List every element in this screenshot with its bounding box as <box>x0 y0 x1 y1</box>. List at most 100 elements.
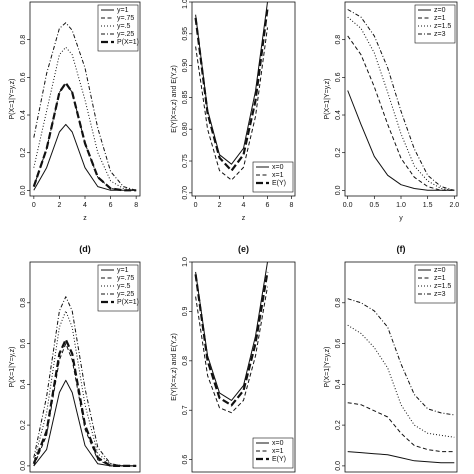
y-axis-label: P(X=1|Y=y,z) <box>324 79 331 120</box>
legend-entry: E(Y) <box>272 456 286 463</box>
x-tick-label: 1.0 <box>396 202 406 209</box>
x-axis-label: z <box>242 215 246 222</box>
panel-label: (f) <box>397 244 406 254</box>
y-tick-label: 0.6 <box>335 339 342 349</box>
y-axis-label: E(Y|X=x,z) and E(Y,z) <box>171 333 178 401</box>
y-tick-label: 0.2 <box>335 148 342 158</box>
series-group <box>347 298 455 464</box>
series-line-z-3 <box>347 9 455 191</box>
chart-panel-1: 0.0 0.2 0.4 0.6 0.8 0 2 4 6 8 z P(X=1|Y=y,z) y=1y=.7… <box>9 1 141 222</box>
legend: z=0z=1z=1.5z=3 <box>414 264 456 304</box>
chart-panel-2: 0.70 0.75 0.80 0.85 0.90 0.95 1.00 0 2 4 6 8 z E(Y|X=… <box>171 0 296 222</box>
x-tick-label: 2 <box>57 202 61 209</box>
series-line-x-1 <box>195 286 268 414</box>
legend-entry: z=3 <box>434 31 446 38</box>
y-tick-label: 0.6 <box>182 455 189 465</box>
y-tick-label: 0.8 <box>335 298 342 308</box>
series-line-y-75 <box>33 343 137 467</box>
legend-entry: z=0 <box>434 267 446 274</box>
y-tick-label: 0.4 <box>20 379 27 389</box>
legend-entry: z=3 <box>434 291 446 298</box>
y-tick-label: 1.00 <box>182 0 189 9</box>
y-tick-label: 0.0 <box>335 461 342 471</box>
y-tick-label: 0.70 <box>182 186 189 200</box>
series-line-p-x-1- <box>32 338 137 467</box>
y-tick-label: 0.80 <box>182 122 189 136</box>
series-line-x-1 <box>195 27 268 181</box>
y-tick-label: 1.0 <box>182 257 189 267</box>
legend: x=0x=1E(Y) <box>252 437 294 469</box>
legend: y=1y=.75y=.5y=.25P(X=1) <box>97 264 139 312</box>
y-axis-label: P(X=1|Y=y,z) <box>324 347 331 388</box>
legend: x=0x=1E(Y) <box>252 161 294 193</box>
legend-box <box>414 264 456 304</box>
series-group <box>32 22 137 192</box>
x-tick-label: 0.5 <box>369 202 379 209</box>
legend-box <box>97 4 139 52</box>
legend-entry: z=1 <box>434 15 446 22</box>
y-tick-label: 0.6 <box>335 72 342 82</box>
legend-entry: y=.75 <box>117 275 134 282</box>
x-tick-label: 0.0 <box>343 202 353 209</box>
legend-entry: x=1 <box>272 448 284 455</box>
legend-entry: y=1 <box>117 7 129 14</box>
series-line-z-1-5 <box>347 16 455 191</box>
y-tick-label: 0.0 <box>335 185 342 195</box>
legend-entry: z=0 <box>434 7 446 14</box>
x-tick-label: 2.0 <box>449 202 459 209</box>
y-tick-label: 0.4 <box>335 379 342 389</box>
x-tick-label: 4 <box>83 202 87 209</box>
y-tick-label: 0.75 <box>182 154 189 168</box>
chart-panel-4: 0.00.20.40.60.8P(X=1|Y=y,z)(d)y=1y=.75y=… <box>9 244 141 473</box>
legend-entry: x=1 <box>272 172 284 179</box>
y-tick-label: 0.90 <box>182 59 189 73</box>
chart-panel-5: 0.6 0.7 0.8 0.9 1.0 E(Y|X=x,z) and E(Y,z) (e) x… <box>171 244 296 473</box>
y-tick-label: 0.95 <box>182 27 189 41</box>
y-tick-label: 0.8 <box>20 35 27 45</box>
x-axis-label: y <box>399 215 403 222</box>
y-axis-label: P(X=1|Y=y,z) <box>9 347 16 388</box>
y-tick-label: 0.0 <box>20 185 27 195</box>
x-tick-label: 4 <box>242 202 246 209</box>
legend-box <box>414 4 456 44</box>
y-tick-label: 0.85 <box>182 90 189 104</box>
y-axis-label: P(X=1|Y=y,z) <box>9 79 16 120</box>
series-group <box>32 296 137 467</box>
y-tick-label: 0.0 <box>20 461 27 471</box>
legend-entry: y=.25 <box>117 31 134 38</box>
series-line-z-0 <box>347 90 455 191</box>
y-tick-label: 0.8 <box>20 298 27 308</box>
chart-panel-3: 0.0 0.2 0.4 0.6 0.8 0.0 0.5 1.0 1.5 2.0 y P(X=1|Y=y… <box>324 1 459 222</box>
series-line-e-y- <box>194 8 269 172</box>
x-tick-label: 1.5 <box>423 202 433 209</box>
legend-entry: y=1 <box>117 267 129 274</box>
y-tick-label: 0.2 <box>20 420 27 430</box>
x-axis-label: z <box>83 215 87 222</box>
series-line-z-1 <box>347 35 455 191</box>
legend: z=0z=1z=1.5z=3 <box>414 4 456 44</box>
legend-entry: y=.25 <box>117 291 134 298</box>
y-axis-label: E(Y|X=x,z) and E(Y,z) <box>171 65 178 133</box>
legend-entry: x=0 <box>272 440 284 447</box>
legend-entry: z=1 <box>434 275 446 282</box>
panel-label: (d) <box>79 244 91 254</box>
y-tick-label: 0.6 <box>20 339 27 349</box>
y-tick-label: 0.2 <box>335 420 342 430</box>
x-tick-label: 0 <box>194 202 198 209</box>
series-line-p-x-1- <box>32 81 137 192</box>
plot-frame <box>191 261 296 473</box>
series-line-e-y- <box>194 271 269 407</box>
panel-label: (e) <box>238 244 249 254</box>
series-group <box>347 9 455 191</box>
legend-entry: y=.5 <box>117 23 131 30</box>
x-tick-label: 8 <box>134 202 138 209</box>
series-line-z-3 <box>347 298 455 416</box>
series-line-z-1 <box>347 402 455 453</box>
series-line-z-0 <box>347 451 455 464</box>
y-tick-label: 0.2 <box>20 148 27 158</box>
legend-entry: y=.5 <box>117 283 131 290</box>
y-tick-label: 0.9 <box>182 306 189 316</box>
y-tick-label: 0.4 <box>335 110 342 120</box>
series-line-y-25 <box>33 22 137 191</box>
